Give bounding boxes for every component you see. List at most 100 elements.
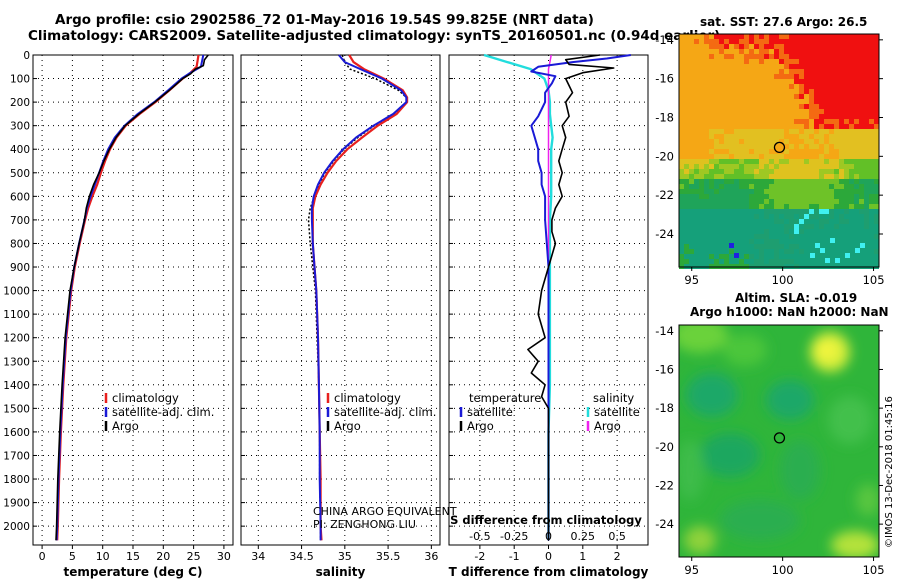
sst-cell xyxy=(729,104,734,109)
sst-cell xyxy=(824,249,829,254)
sst-cell xyxy=(839,244,844,249)
sst-cell xyxy=(759,184,764,189)
sst-cell xyxy=(824,179,829,184)
sst-cell xyxy=(859,74,864,79)
sst-cell xyxy=(799,124,804,129)
sst-cell xyxy=(869,109,874,114)
sst-cell xyxy=(859,119,864,124)
sst-cell xyxy=(874,59,879,64)
sst-cell xyxy=(844,74,849,79)
sst-cell xyxy=(859,224,864,229)
sst-cell xyxy=(809,174,814,179)
sst-cell xyxy=(749,44,754,49)
sst-cell xyxy=(714,219,719,224)
x2-tick-label: -0.5 xyxy=(469,530,490,543)
sst-cell xyxy=(714,79,719,84)
sst-cell xyxy=(784,219,789,224)
sst-cell xyxy=(824,219,829,224)
sst-cell xyxy=(779,159,784,164)
sst-cell xyxy=(729,169,734,174)
sst-cell xyxy=(694,54,699,59)
sst-cell xyxy=(789,64,794,69)
sst-cell xyxy=(764,124,769,129)
sst-cell xyxy=(839,154,844,159)
sst-cell xyxy=(764,184,769,189)
sst-cell xyxy=(774,244,779,249)
figure-title-line2: Climatology: CARS2009. Satellite-adjuste… xyxy=(28,28,721,44)
sst-cell xyxy=(734,129,739,134)
sst-cell xyxy=(779,59,784,64)
legend-entry: satellite xyxy=(594,405,640,419)
sst-cell xyxy=(814,94,819,99)
sst-cell xyxy=(784,99,789,104)
sst-cell xyxy=(864,109,869,114)
sst-cell xyxy=(759,79,764,84)
sst-cell xyxy=(834,104,839,109)
sst-cell xyxy=(819,189,824,194)
sst-cell xyxy=(754,59,759,64)
sst-cell xyxy=(699,129,704,134)
sst-cell xyxy=(714,94,719,99)
sst-cell xyxy=(869,224,874,229)
sst-cell xyxy=(854,159,859,164)
sst-cell xyxy=(834,89,839,94)
sst-cell xyxy=(749,204,754,209)
sst-cell xyxy=(719,39,724,44)
sst-cell xyxy=(679,69,684,74)
sst-cell xyxy=(699,244,704,249)
sst-cell xyxy=(834,164,839,169)
sst-cell xyxy=(719,234,724,239)
sst-cell xyxy=(769,249,774,254)
sst-cell xyxy=(849,239,854,244)
sst-cell xyxy=(834,149,839,154)
sst-cell xyxy=(744,199,749,204)
sst-cell xyxy=(839,259,844,264)
sst-cell xyxy=(679,129,684,134)
sst-cell xyxy=(754,229,759,234)
sst-cell xyxy=(779,199,784,204)
sst-cell xyxy=(849,134,854,139)
sst-cell xyxy=(714,159,719,164)
sst-cell xyxy=(799,244,804,249)
sst-cell xyxy=(704,169,709,174)
x2-tick-label: 0.5 xyxy=(608,530,626,543)
sst-cell xyxy=(799,129,804,134)
sst-cell xyxy=(869,254,874,259)
sst-cell xyxy=(739,219,744,224)
sst-cell xyxy=(804,99,809,104)
sst-cell xyxy=(804,164,809,169)
sst-cell xyxy=(819,164,824,169)
sst-cell xyxy=(729,119,734,124)
sst-cell xyxy=(679,94,684,99)
sst-cell xyxy=(869,44,874,49)
sst-cell xyxy=(759,154,764,159)
sst-cell xyxy=(794,169,799,174)
sst-cell xyxy=(684,174,689,179)
sst-cell xyxy=(719,199,724,204)
sst-cell xyxy=(819,59,824,64)
sst-cell xyxy=(774,259,779,264)
sst-cell xyxy=(804,159,809,164)
sst-cell xyxy=(689,54,694,59)
sst-cell xyxy=(749,144,754,149)
sst-cell xyxy=(679,79,684,84)
sst-cell xyxy=(789,189,794,194)
sst-cell xyxy=(794,34,799,39)
sst-cell xyxy=(834,34,839,39)
sst-cell xyxy=(704,129,709,134)
sst-cell xyxy=(689,169,694,174)
sst-cell xyxy=(709,119,714,124)
series-line-s-satellite xyxy=(483,53,554,541)
sst-cell xyxy=(694,64,699,69)
sst-cell xyxy=(784,124,789,129)
sst-cell xyxy=(819,154,824,159)
sst-cell xyxy=(784,109,789,114)
sst-cell xyxy=(759,179,764,184)
sst-cell xyxy=(709,99,714,104)
sst-cell xyxy=(839,64,844,69)
plot-frame xyxy=(32,54,234,546)
sst-cell xyxy=(689,184,694,189)
sst-cell xyxy=(689,179,694,184)
sst-cell xyxy=(834,159,839,164)
sst-cell xyxy=(859,64,864,69)
